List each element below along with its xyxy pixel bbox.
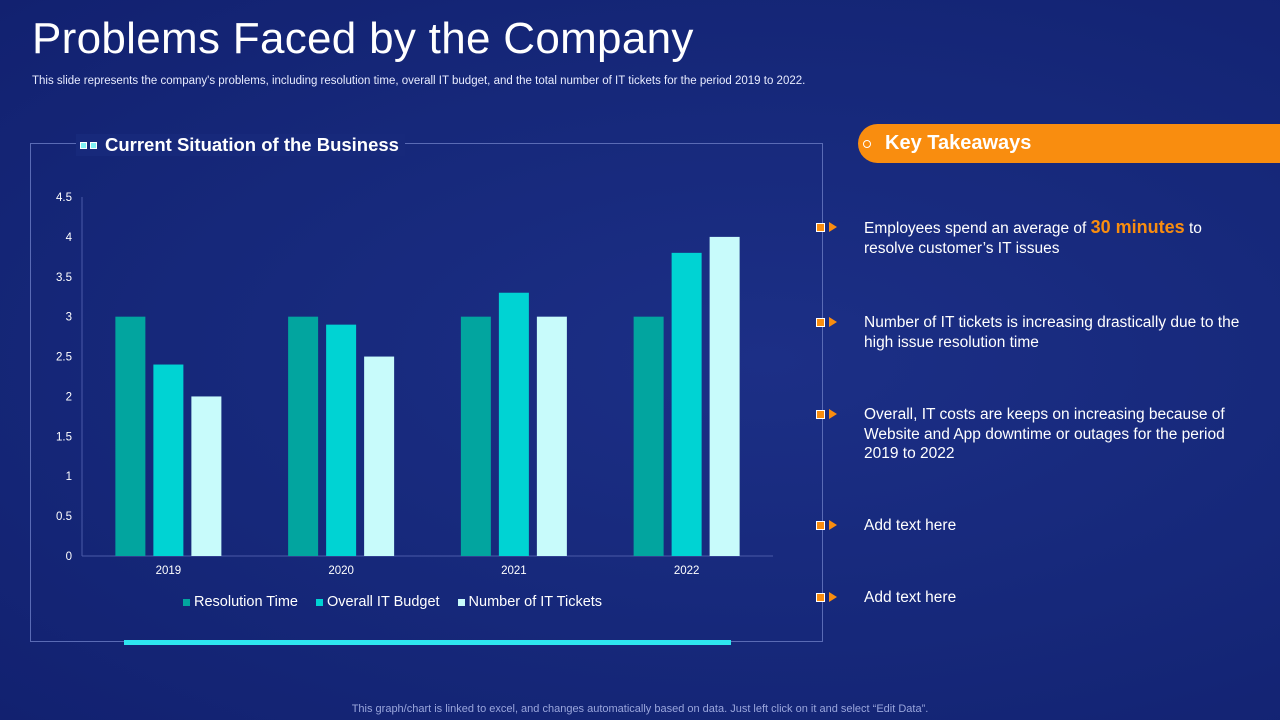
takeaway-highlight: 30 minutes [1090, 217, 1185, 237]
bar-resolution-time-2019 [115, 316, 146, 556]
takeaways-header: Key Takeaways [858, 124, 1280, 163]
takeaway-item: Add text here [816, 588, 1244, 608]
takeaway-text: Add text here [864, 589, 957, 606]
footer-note: This graph/chart is linked to excel, and… [351, 703, 929, 715]
bar-overall-it-budget-2020 [326, 324, 357, 556]
chart-legend: Resolution Time Overall IT Budget Number o… [183, 594, 610, 610]
bar-number-of-it-tickets-2020 [364, 356, 395, 556]
bar-number-of-it-tickets-2021 [536, 316, 567, 556]
legend-swatch [457, 598, 465, 606]
bullet-arrow-icon [816, 409, 864, 419]
bar-resolution-time-2021 [460, 316, 491, 556]
page-title: Problems Faced by the Company [32, 14, 694, 63]
takeaway-text-tail: to resolve customer’s IT issues [864, 220, 1202, 257]
y-tick-label: 4 [66, 232, 73, 244]
legend-label: Resolution Time [194, 594, 298, 610]
y-tick-label: 2 [66, 391, 72, 403]
chart-heading: Current Situation of the Business [76, 134, 405, 156]
circle-icon [863, 139, 871, 148]
takeaways-header-text: Key Takeaways [885, 132, 1032, 154]
y-tick-label: 0 [66, 551, 72, 563]
takeaway-text: Overall, IT costs are keeps on increasin… [864, 406, 1225, 462]
takeaway-text: Number of IT tickets is increasing drast… [864, 314, 1240, 351]
bullet-arrow-icon [816, 317, 864, 327]
page-subtitle: This slide represents the company's prob… [32, 75, 806, 87]
bar-resolution-time-2022 [633, 316, 664, 556]
legend-swatch [183, 598, 190, 606]
legend-label: Overall IT Budget [326, 594, 440, 610]
bar-resolution-time-2020 [288, 316, 319, 556]
legend-swatch [315, 598, 323, 606]
bar-overall-it-budget-2021 [498, 292, 529, 556]
x-tick-label: 2019 [156, 565, 182, 577]
y-tick-label: 2.5 [56, 352, 72, 364]
bar-number-of-it-tickets-2019 [191, 396, 222, 556]
x-tick-label: 2020 [328, 565, 354, 577]
takeaway-text: Add text here [864, 517, 957, 534]
takeaway-item: Add text here [816, 516, 1244, 536]
bullet-arrow-icon [816, 222, 864, 232]
bullet-arrow-icon [816, 520, 864, 530]
y-tick-label: 3.5 [56, 272, 72, 284]
takeaway-item: Number of IT tickets is increasing drast… [816, 313, 1244, 352]
takeaways-frame [822, 143, 823, 642]
legend-label: Number of IT Tickets [468, 594, 603, 610]
chart-heading-text: Current Situation of the Business [105, 134, 399, 155]
bar-number-of-it-tickets-2022 [709, 236, 740, 556]
y-tick-label: 1 [66, 471, 72, 483]
chart-heading-icon [80, 141, 97, 149]
takeaway-item: Overall, IT costs are keeps on increasin… [816, 405, 1244, 464]
bar-overall-it-budget-2019 [153, 364, 184, 556]
decorative-underline [124, 640, 731, 645]
y-tick-label: 0.5 [56, 511, 72, 523]
y-tick-label: 1.5 [56, 431, 72, 443]
legend-item: Resolution Time [183, 594, 298, 610]
bar-overall-it-budget-2022 [671, 252, 702, 556]
y-tick-label: 4.5 [56, 192, 72, 204]
takeaway-text: Employees spend an average of [864, 220, 1091, 237]
bullet-arrow-icon [816, 592, 864, 602]
y-tick-label: 3 [66, 312, 72, 324]
legend-item: Overall IT Budget [315, 594, 440, 610]
x-tick-label: 2022 [674, 565, 700, 577]
takeaway-item: Employees spend an average of 30 minutes… [816, 217, 1244, 258]
x-tick-label: 2021 [501, 565, 527, 577]
legend-item: Number of IT Tickets [457, 594, 603, 610]
